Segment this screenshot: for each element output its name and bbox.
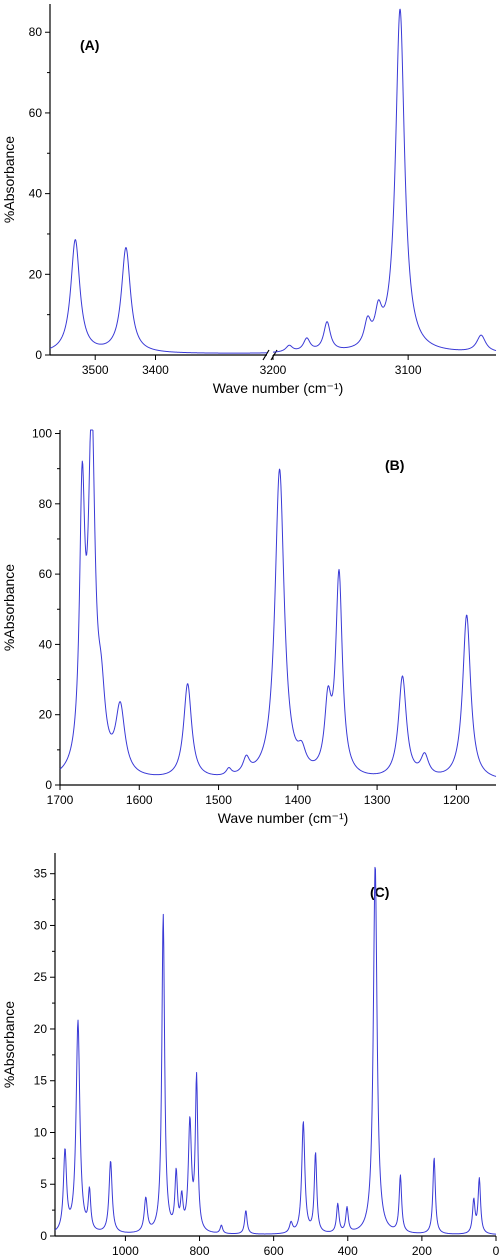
x-tick-label: 1600 (126, 793, 153, 807)
y-tick-label: 20 (34, 1022, 48, 1036)
x-axis-title: Wave number (cm⁻¹) (218, 810, 349, 826)
x-tick-label: 800 (190, 1244, 210, 1256)
x-tick-label: 1200 (443, 793, 470, 807)
y-tick-label: 20 (39, 708, 53, 722)
x-tick-label: 1000 (112, 1244, 139, 1256)
x-tick-label: 600 (264, 1244, 284, 1256)
spectrum-line (54, 866, 497, 1235)
spectrum-line-segment-1 (49, 239, 268, 354)
x-tick-label: 200 (412, 1244, 432, 1256)
y-tick-label: 60 (39, 567, 53, 581)
y-tick-label: 5 (40, 1177, 47, 1191)
y-tick-label: 80 (29, 25, 43, 39)
x-tick-label: 1300 (364, 793, 391, 807)
y-tick-label: 30 (34, 918, 48, 932)
spectrum-line-segment-2 (272, 8, 497, 353)
x-tick-label: 0 (493, 1244, 500, 1256)
chart-panel-1: 0 20 40 60 80 3500 3400 3200 3100 Wave number (cm… (1, 4, 497, 396)
x-tick-label: 3500 (82, 363, 109, 377)
x-tick-label: 1700 (47, 793, 74, 807)
y-tick-label: 0 (45, 778, 52, 792)
chart-panel-2: 0 20 40 60 80 100 1700 1600 1500 1400 1300 1200 Wave… (1, 427, 497, 826)
y-tick-label: 10 (34, 1125, 48, 1139)
axis-break-mark-left (262, 349, 270, 361)
x-tick-label: 1400 (284, 793, 311, 807)
x-tick-label: 3400 (142, 363, 169, 377)
y-tick-label: 20 (29, 267, 43, 281)
y-tick-label: 40 (29, 187, 43, 201)
x-tick-label: 3100 (395, 363, 422, 377)
y-tick-label: 0 (40, 1229, 47, 1243)
panel-label: (A) (80, 37, 99, 53)
x-tick-label: 400 (338, 1244, 358, 1256)
panel-label: (B) (385, 457, 404, 473)
x-tick-label: 3200 (260, 363, 287, 377)
chart-panel-3: 0510152025303510008006004002000Wave numb… (1, 853, 500, 1256)
x-axis-title: Wave number (cm⁻¹) (213, 380, 344, 396)
spectrum-line (59, 429, 497, 777)
y-axis-title: %Absorbance (1, 564, 17, 651)
y-tick-label: 60 (29, 106, 43, 120)
y-tick-label: 100 (32, 427, 52, 441)
y-axis-title: %Absorbance (1, 1001, 17, 1088)
y-tick-label: 0 (35, 348, 42, 362)
y-tick-label: 35 (34, 867, 48, 881)
y-tick-label: 40 (39, 637, 53, 651)
x-tick-label: 1500 (205, 793, 232, 807)
panel-label: (C) (370, 884, 389, 900)
y-tick-label: 25 (34, 970, 48, 984)
y-tick-label: 80 (39, 497, 53, 511)
y-tick-label: 15 (34, 1074, 48, 1088)
y-axis-title: %Absorbance (1, 136, 17, 223)
